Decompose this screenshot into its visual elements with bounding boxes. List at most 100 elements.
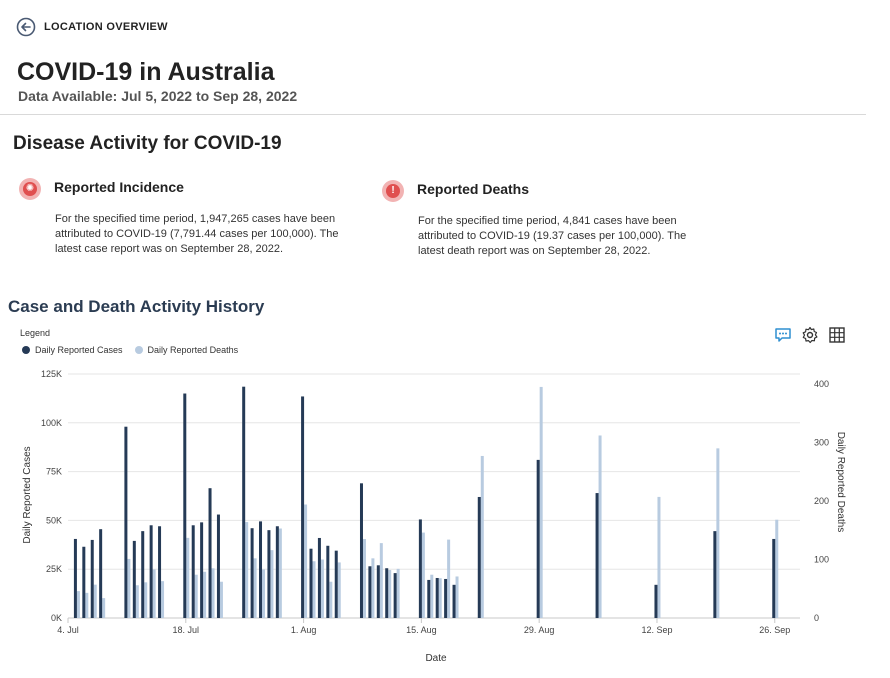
deaths-bar[interactable]	[312, 561, 316, 618]
cases-bar[interactable]	[99, 529, 103, 618]
deaths-bar[interactable]	[379, 543, 383, 618]
deaths-bar[interactable]	[127, 558, 131, 618]
y-left-tick-label: 0K	[51, 613, 62, 623]
cases-bar[interactable]	[595, 493, 599, 618]
deaths-bar[interactable]	[278, 528, 282, 618]
cases-bar[interactable]	[444, 578, 448, 618]
cases-bar[interactable]	[73, 538, 77, 618]
cases-bar[interactable]	[275, 526, 279, 618]
cases-bar[interactable]	[250, 528, 254, 618]
cases-bar[interactable]	[158, 526, 162, 618]
cases-bar[interactable]	[208, 488, 212, 618]
cases-bar[interactable]	[309, 548, 313, 618]
deaths-bar[interactable]	[438, 578, 442, 618]
virus-icon: ✺	[19, 178, 41, 200]
legend-item-cases[interactable]: Daily Reported Cases	[22, 345, 123, 355]
deaths-bar[interactable]	[93, 584, 97, 618]
cases-bar[interactable]	[536, 459, 540, 618]
cases-bar[interactable]	[191, 525, 195, 618]
cases-bar[interactable]	[427, 579, 431, 618]
cases-bar[interactable]	[132, 540, 136, 618]
back-nav[interactable]: LOCATION OVERVIEW	[16, 17, 168, 37]
legend-item-deaths[interactable]: Daily Reported Deaths	[134, 345, 238, 355]
deaths-bar[interactable]	[76, 591, 80, 618]
x-tick-label: 15. Aug	[406, 625, 437, 635]
cases-bar[interactable]	[200, 522, 204, 618]
cases-bar[interactable]	[124, 426, 128, 618]
cases-bar[interactable]	[359, 483, 363, 618]
back-arrow-icon[interactable]	[16, 17, 36, 37]
cases-bar[interactable]	[654, 584, 658, 618]
cases-bar[interactable]	[216, 514, 220, 618]
deaths-bar[interactable]	[152, 569, 156, 618]
y-right-tick-label: 0	[814, 613, 819, 623]
comment-icon[interactable]	[774, 326, 792, 344]
cases-bar[interactable]	[713, 531, 717, 618]
deaths-bar[interactable]	[194, 574, 198, 618]
cases-bar[interactable]	[141, 531, 145, 618]
cases-bar[interactable]	[242, 386, 246, 618]
deaths-bar[interactable]	[270, 550, 274, 618]
y-left-tick-label: 100K	[41, 418, 62, 428]
deaths-bar[interactable]	[598, 435, 602, 618]
cases-bar[interactable]	[183, 393, 187, 618]
legend-dot-cases	[22, 346, 30, 354]
deaths-bar[interactable]	[388, 570, 392, 618]
deaths-bar[interactable]	[144, 582, 148, 618]
cases-bar[interactable]	[376, 565, 380, 618]
deaths-bar[interactable]	[320, 559, 324, 619]
deaths-bar[interactable]	[245, 522, 249, 618]
deaths-bar[interactable]	[396, 568, 400, 618]
cases-bar[interactable]	[317, 537, 321, 618]
deaths-bar[interactable]	[447, 539, 451, 618]
cases-bar[interactable]	[418, 519, 422, 618]
deaths-bar[interactable]	[85, 592, 89, 618]
cases-bar[interactable]	[772, 538, 776, 618]
deaths-bar[interactable]	[539, 386, 543, 618]
cases-bar[interactable]	[368, 566, 372, 618]
section-title: Disease Activity for COVID-19	[13, 133, 282, 154]
deaths-bar[interactable]	[421, 532, 425, 618]
y-axis-left-label: Daily Reported Cases	[22, 446, 33, 543]
cases-bar[interactable]	[267, 530, 271, 618]
deaths-bar[interactable]	[337, 562, 341, 618]
cases-bar[interactable]	[82, 546, 86, 618]
deaths-bar[interactable]	[371, 558, 375, 618]
deaths-bar[interactable]	[304, 504, 308, 618]
deaths-bar[interactable]	[102, 598, 106, 618]
deaths-bar[interactable]	[455, 576, 459, 618]
deaths-bar[interactable]	[253, 558, 257, 618]
deaths-bar[interactable]	[362, 539, 366, 618]
deaths-bar[interactable]	[135, 585, 139, 618]
deaths-bar[interactable]	[219, 581, 223, 618]
y-left-tick-label: 125K	[41, 369, 62, 379]
cases-bar[interactable]	[90, 539, 94, 618]
chart-title: Case and Death Activity History	[8, 297, 265, 316]
cases-bar[interactable]	[477, 496, 481, 618]
deaths-bar[interactable]	[161, 581, 165, 618]
deaths-bar[interactable]	[203, 571, 207, 618]
deaths-bar[interactable]	[657, 496, 661, 618]
cases-bar[interactable]	[435, 577, 439, 618]
gear-icon[interactable]	[801, 326, 819, 344]
deaths-bar[interactable]	[480, 455, 484, 618]
y-right-tick-label: 200	[814, 496, 829, 506]
deaths-bar[interactable]	[211, 568, 215, 618]
cases-bar[interactable]	[301, 396, 305, 618]
deaths-bar[interactable]	[430, 574, 434, 618]
cases-bar[interactable]	[393, 573, 397, 618]
table-grid-icon[interactable]	[828, 326, 846, 344]
deaths-bar[interactable]	[775, 519, 779, 618]
back-nav-label[interactable]: LOCATION OVERVIEW	[44, 21, 168, 33]
deaths-bar[interactable]	[716, 448, 720, 618]
cases-bar[interactable]	[326, 545, 330, 618]
cases-bar[interactable]	[452, 584, 456, 618]
cases-bar[interactable]	[149, 525, 153, 618]
cases-bar[interactable]	[385, 568, 389, 618]
deaths-bar[interactable]	[262, 569, 266, 618]
deaths-bar[interactable]	[329, 581, 333, 618]
deaths-bar[interactable]	[186, 537, 190, 618]
x-tick-label: 18. Jul	[173, 625, 200, 635]
cases-bar[interactable]	[259, 521, 263, 618]
cases-bar[interactable]	[334, 550, 338, 618]
